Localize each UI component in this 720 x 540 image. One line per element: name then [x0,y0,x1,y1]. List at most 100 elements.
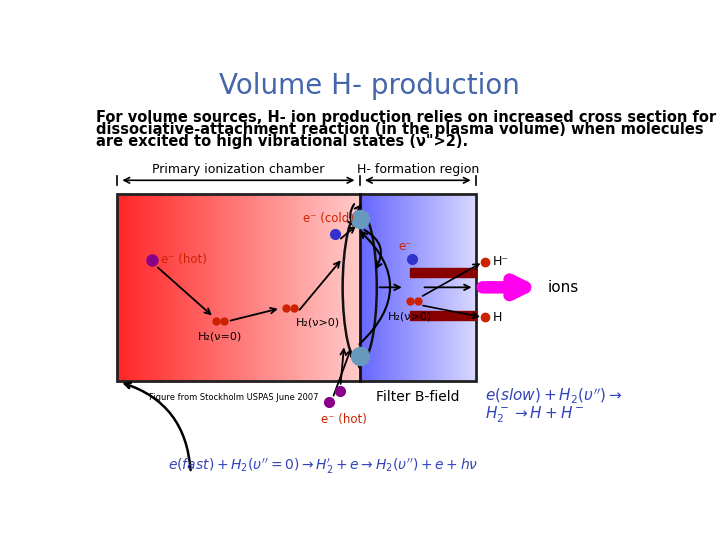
Bar [141,194,145,381]
Bar [323,194,327,381]
Bar [290,194,293,381]
Bar [318,194,320,381]
Bar [166,194,169,381]
Bar [336,194,339,381]
Bar [456,194,457,381]
Bar [126,194,130,381]
Bar [205,194,209,381]
Bar [356,194,360,381]
Bar [463,194,464,381]
Bar [329,194,333,381]
Text: H₂(ν>0): H₂(ν>0) [296,318,341,327]
Bar [438,194,440,381]
Text: H₂(ν>0): H₂(ν>0) [388,312,432,322]
Bar [284,194,287,381]
Text: H₂(ν=0): H₂(ν=0) [198,332,243,342]
Text: e⁻ (hot): e⁻ (hot) [321,413,367,426]
Bar [450,194,451,381]
Bar [351,194,354,381]
Bar [150,194,154,381]
Bar [338,194,342,381]
Bar [345,194,348,381]
Text: e⁻: e⁻ [398,240,411,253]
Bar [135,194,139,381]
Bar [410,268,476,276]
Bar [387,194,389,381]
Bar [399,194,401,381]
Bar [363,194,364,381]
Bar [373,194,374,381]
Bar [377,194,379,381]
Bar [473,194,475,381]
Bar [190,194,193,381]
Bar [389,194,391,381]
Bar [436,194,437,381]
Text: Figure from Stockholm USPAS June 2007: Figure from Stockholm USPAS June 2007 [148,393,318,402]
Bar [287,194,290,381]
Bar [370,194,372,381]
Bar [423,194,426,381]
Bar [410,194,413,381]
Bar [418,194,420,381]
Bar [248,194,251,381]
Bar [333,194,336,381]
Bar [467,194,469,381]
Bar [266,194,269,381]
Bar [256,194,260,381]
Bar [392,194,394,381]
Bar [413,194,415,381]
Bar [348,194,351,381]
Bar [229,194,233,381]
Bar [171,194,175,381]
Bar [354,194,357,381]
Bar [432,194,434,381]
Text: For volume sources, H- ion production relies on increased cross section for: For volume sources, H- ion production re… [96,110,716,125]
Bar [311,194,315,381]
Bar [451,194,453,381]
Bar [402,194,404,381]
Bar [440,194,441,381]
Text: H: H [493,311,503,324]
Text: e⁻ (hot): e⁻ (hot) [161,253,207,266]
Bar [278,194,282,381]
Bar [168,194,172,381]
Bar [443,194,444,381]
Bar [263,194,266,381]
Bar [275,194,278,381]
Bar [380,194,382,381]
Bar [320,194,324,381]
Bar [160,194,163,381]
Bar [376,194,377,381]
Bar [406,194,408,381]
Bar [145,194,148,381]
Bar [235,194,239,381]
Bar [449,194,450,381]
Text: e⁻ (cold): e⁻ (cold) [303,212,354,225]
Bar [341,194,345,381]
Text: H⁻: H⁻ [493,255,509,268]
Bar [117,194,476,381]
Bar [384,194,386,381]
Bar [153,194,157,381]
Bar [196,194,199,381]
Bar [426,194,428,381]
Bar [202,194,205,381]
Bar [400,194,402,381]
Bar [187,194,190,381]
Bar [379,194,380,381]
Bar [457,194,459,381]
Bar [217,194,220,381]
Bar [163,194,166,381]
Bar [233,194,235,381]
Bar [383,194,384,381]
Bar [226,194,230,381]
Bar [367,194,369,381]
Bar [214,194,217,381]
Text: H- formation region: H- formation region [356,163,479,176]
Text: Filter B-field: Filter B-field [376,390,459,404]
Bar [419,194,421,381]
Bar [123,194,127,381]
Bar [393,194,395,381]
Bar [117,194,120,381]
Bar [420,194,423,381]
